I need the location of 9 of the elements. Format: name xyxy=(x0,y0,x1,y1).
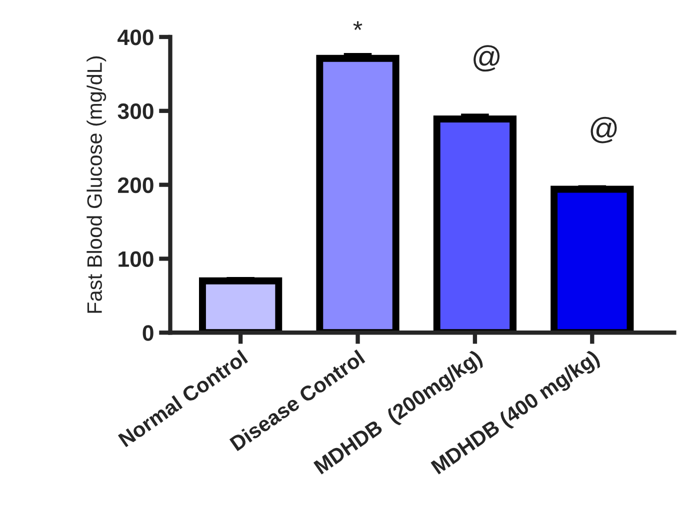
annotation: * xyxy=(353,21,362,30)
y-tick-label: 300 xyxy=(118,103,154,120)
y-tick-label: 400 xyxy=(118,29,154,46)
y-tick-label: 200 xyxy=(118,177,154,194)
y-tick-label: 0 xyxy=(142,325,154,341)
annotation: @ xyxy=(474,45,500,72)
annotation: @ xyxy=(590,116,617,144)
y-tick-label: 100 xyxy=(118,251,154,267)
y-axis-title: Fast Blood Glucose (mg/dL) xyxy=(86,56,106,313)
